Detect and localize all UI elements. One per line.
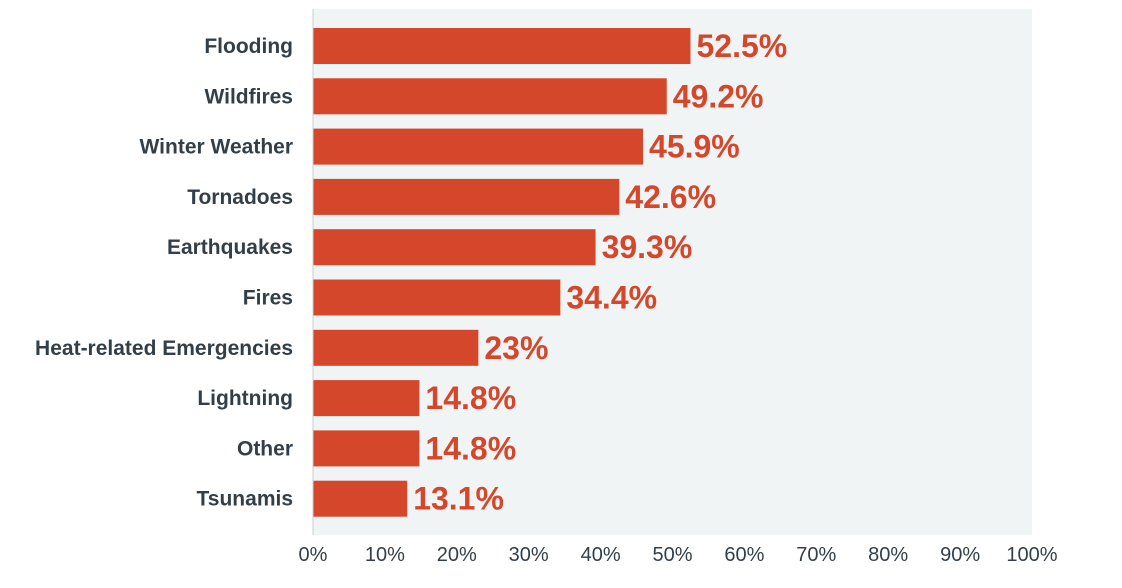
x-tick-labels: 0% 10% 20% 30% 40% 50% 60% 70% 80% 90% 100% [299, 544, 1058, 566]
value-label-flooding: 52.5% [696, 28, 787, 64]
category-label-tsunamis: Tsunamis [197, 488, 293, 511]
value-labels: 52.5% 49.2% 45.9% 42.6% 39.3% 34.4% 23% 14.8% 14… [413, 28, 787, 517]
value-label-earthquakes: 39.3% [602, 229, 693, 265]
x-tick-label-100: 100% [1006, 544, 1057, 566]
category-label-winter-weather: Winter Weather [140, 136, 293, 159]
bar-winter-weather [313, 128, 644, 165]
x-tick-label-70: 70% [796, 544, 836, 566]
category-label-flooding: Flooding [204, 35, 293, 58]
bar-fires [313, 279, 561, 316]
bar-other [313, 430, 420, 467]
x-tick-label-20: 20% [437, 544, 477, 566]
value-label-fires: 34.4% [566, 280, 657, 316]
value-label-tornadoes: 42.6% [625, 179, 716, 215]
category-label-other: Other [237, 437, 293, 460]
x-tick-label-90: 90% [940, 544, 980, 566]
category-label-lightning: Lightning [197, 387, 293, 410]
category-label-heat-related-emergencies: Heat-related Emergencies [35, 337, 293, 360]
x-tick-label-0: 0% [299, 544, 328, 566]
bar-wildfires [313, 78, 667, 115]
category-label-wildfires: Wildfires [205, 85, 294, 108]
bar-flooding [313, 28, 691, 64]
x-tick-label-10: 10% [365, 544, 405, 566]
value-label-wildfires: 49.2% [673, 78, 764, 114]
category-label-earthquakes: Earthquakes [167, 236, 293, 259]
x-tick-label-50: 50% [652, 544, 692, 566]
bars [313, 28, 691, 517]
bar-heat-related-emergencies [313, 329, 479, 366]
category-label-tornadoes: Tornadoes [187, 186, 293, 209]
value-label-winter-weather: 45.9% [649, 129, 740, 165]
value-label-heat-related-emergencies: 23% [484, 330, 548, 366]
x-tick-label-30: 30% [509, 544, 549, 566]
bar-tornadoes [313, 178, 620, 215]
category-label-fires: Fires [243, 287, 293, 310]
x-tick-label-60: 60% [724, 544, 764, 566]
bar-lightning [313, 380, 420, 417]
x-tick-label-40: 40% [581, 544, 621, 566]
bar-earthquakes [313, 229, 596, 266]
value-label-lightning: 14.8% [425, 380, 516, 416]
value-label-other: 14.8% [425, 430, 516, 466]
value-label-tsunamis: 13.1% [413, 481, 504, 517]
category-labels: Flooding Wildfires Winter Weather Tornadoes… [35, 35, 293, 511]
bar-tsunamis [313, 480, 408, 517]
x-tick-label-80: 80% [868, 544, 908, 566]
